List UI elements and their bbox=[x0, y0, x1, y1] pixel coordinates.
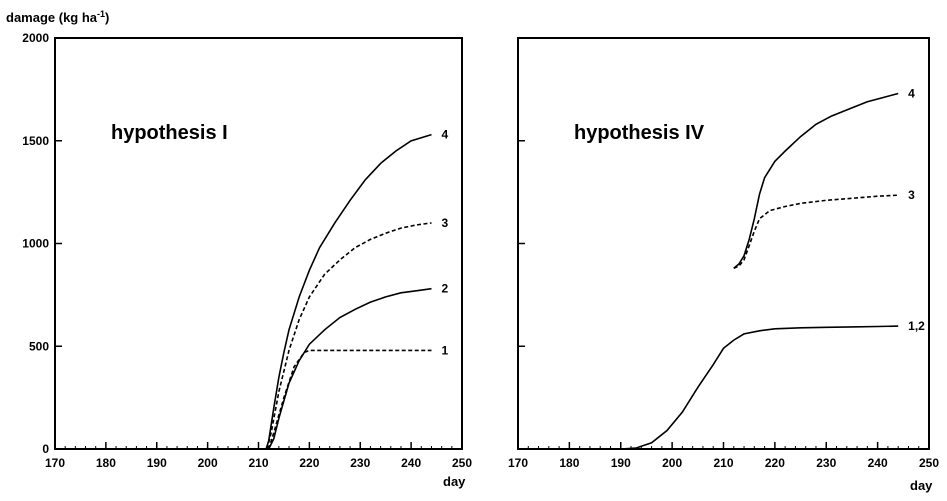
series-label: 4 bbox=[908, 86, 915, 100]
x-axis-title-right: day bbox=[910, 478, 933, 493]
series-label: 2 bbox=[441, 282, 448, 296]
x-tick-label: 220 bbox=[299, 456, 319, 470]
series-left: 4 3 2 1 bbox=[265, 128, 448, 450]
series-line-1-2 bbox=[620, 325, 899, 450]
x-tick-label: 230 bbox=[350, 456, 370, 470]
y-axis-title-close: ) bbox=[105, 10, 109, 25]
series-label: 1,2 bbox=[908, 319, 925, 333]
series-line-3 bbox=[266, 222, 432, 450]
x-tick-label: 250 bbox=[919, 456, 939, 470]
x-tick-label: 200 bbox=[662, 456, 682, 470]
panel-title-left: hypothesis I bbox=[111, 122, 228, 144]
y-tick-label: 2000 bbox=[22, 31, 49, 45]
series-right: 431,2 bbox=[620, 86, 925, 450]
x-axis-title-left: day bbox=[443, 474, 466, 489]
y-tick-label: 500 bbox=[29, 339, 49, 353]
x-tick-label: 200 bbox=[198, 456, 218, 470]
x-tick-label: 230 bbox=[816, 456, 836, 470]
y-tick-label: 0 bbox=[42, 442, 49, 456]
panel-hypothesis-i: hypothesis I day 170 180 190 200 210 220 230 24… bbox=[22, 31, 472, 489]
x-tick-label: 190 bbox=[611, 456, 631, 470]
series-line-3 bbox=[733, 194, 899, 269]
y-tick-label: 1500 bbox=[22, 134, 49, 148]
plot-frame-left bbox=[54, 37, 463, 450]
panel-hypothesis-iv: hypothesis IV day 170 180 190 200 210 220 230 2… bbox=[508, 37, 939, 493]
x-tick-label: 220 bbox=[765, 456, 785, 470]
plot-frame-right bbox=[517, 37, 930, 450]
y-axis-title: damage (kg ha-1) bbox=[6, 9, 109, 25]
series-label: 3 bbox=[908, 188, 915, 202]
y-tick-label: 1000 bbox=[22, 237, 49, 251]
series-label: 4 bbox=[441, 128, 448, 142]
ticks-right: 170 180 190 200 210 220 230 240 250 bbox=[508, 37, 939, 470]
series-line-4 bbox=[265, 133, 432, 450]
series-label: 1 bbox=[441, 343, 448, 357]
series-label: 3 bbox=[441, 216, 448, 230]
x-tick-label: 210 bbox=[713, 456, 733, 470]
x-tick-label: 240 bbox=[401, 456, 421, 470]
x-tick-label: 170 bbox=[45, 456, 65, 470]
x-tick-label: 190 bbox=[147, 456, 167, 470]
ticks-left: 170 180 190 200 210 220 230 240 250 0 500 1000 1500 2… bbox=[22, 31, 472, 470]
x-tick-label: 240 bbox=[868, 456, 888, 470]
y-axis-title-text: damage (kg ha bbox=[6, 10, 98, 25]
x-tick-label: 210 bbox=[248, 456, 268, 470]
series-line-1 bbox=[267, 349, 432, 450]
x-tick-label: 180 bbox=[96, 456, 116, 470]
y-axis-title-superscript: -1 bbox=[97, 9, 105, 19]
x-tick-label: 170 bbox=[508, 456, 528, 470]
series-line-2 bbox=[267, 287, 432, 450]
panel-title-right: hypothesis IV bbox=[574, 122, 705, 144]
x-tick-label: 250 bbox=[452, 456, 472, 470]
series-line-4 bbox=[733, 92, 899, 269]
x-tick-label: 180 bbox=[559, 456, 579, 470]
